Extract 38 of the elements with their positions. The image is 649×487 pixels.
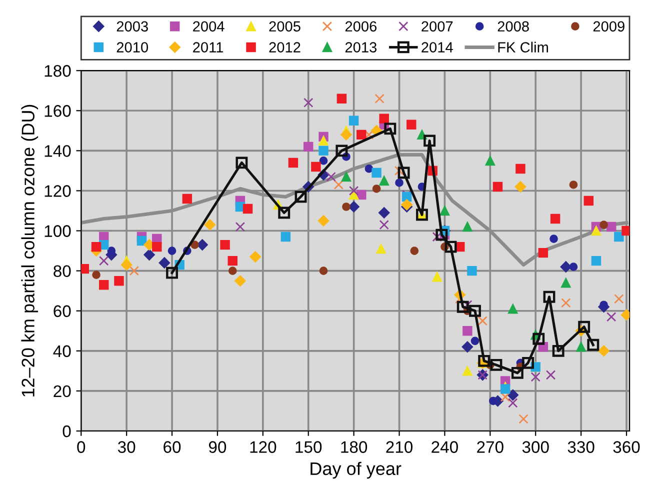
y-tick-label: 180 xyxy=(44,65,71,77)
y-tick-label: 20 xyxy=(54,385,71,398)
y-tick-label: 140 xyxy=(44,145,71,157)
legend-label: FK Clim xyxy=(498,42,548,52)
y-tick-label: 0 xyxy=(62,425,71,438)
x-tick-label: 300 xyxy=(522,441,549,453)
legend-label: 2009 xyxy=(593,21,624,32)
legend-label: 2006 xyxy=(345,21,377,32)
x-tick-label: 180 xyxy=(341,441,368,453)
legend-label: 2014 xyxy=(422,42,453,52)
y-tick-label: 120 xyxy=(44,185,71,197)
x-tick-label: 330 xyxy=(568,441,594,453)
y-tick-label: 60 xyxy=(54,305,71,318)
y-axis-title: 12–20 km partial column ozone (DU) xyxy=(21,104,38,396)
x-tick-label: 210 xyxy=(386,441,413,453)
x-tick-label: 120 xyxy=(250,441,276,453)
legend-label: 2012 xyxy=(269,42,300,52)
y-tick-label: 160 xyxy=(44,105,71,117)
x-tick-label: 270 xyxy=(477,441,504,453)
x-tick-label: 150 xyxy=(296,441,322,453)
y-tick-label: 40 xyxy=(53,345,71,358)
x-tick-label: 360 xyxy=(613,441,640,453)
x-tick-label: 240 xyxy=(432,441,458,453)
legend-label: 2010 xyxy=(116,42,148,52)
legend-label: 2003 xyxy=(116,21,148,32)
legend-label: 2004 xyxy=(193,21,224,32)
y-tick-label: 80 xyxy=(54,265,71,278)
legend-label: 2008 xyxy=(498,21,529,32)
y-tick-label: 100 xyxy=(44,225,71,237)
legend-label: 2005 xyxy=(269,21,300,32)
legend-label: 2007 xyxy=(422,21,453,32)
x-tick-label: 90 xyxy=(208,441,226,453)
legend-label: 2011 xyxy=(193,42,223,52)
x-tick-label: 60 xyxy=(164,441,181,453)
x-axis-title: Day of year xyxy=(310,462,402,479)
x-tick-label: 0 xyxy=(77,441,86,453)
legend-label: 2013 xyxy=(345,42,377,52)
x-tick-label: 30 xyxy=(118,441,136,453)
